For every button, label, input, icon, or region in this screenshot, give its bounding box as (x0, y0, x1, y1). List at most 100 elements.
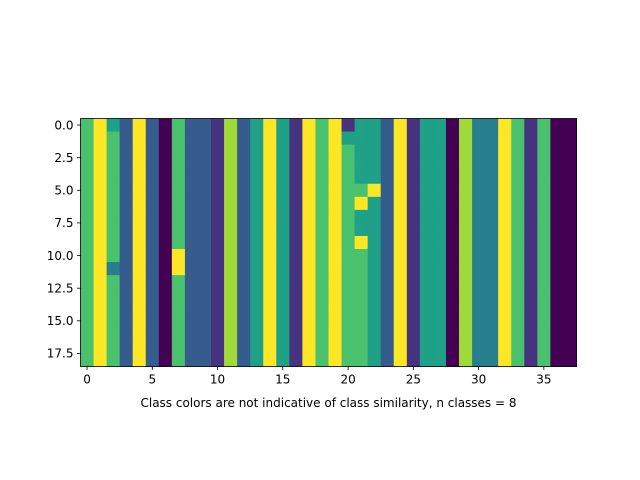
x-tick-label: 20 (340, 373, 355, 387)
heatmap-cell (302, 170, 316, 185)
heatmap-cell (459, 353, 473, 367)
heatmap-cell (472, 157, 486, 172)
heatmap-cell (184, 288, 199, 302)
heatmap-cell (354, 314, 369, 328)
heatmap-cell (341, 118, 356, 132)
heatmap-cell (119, 196, 134, 211)
heatmap-cell (537, 157, 551, 172)
heatmap-cell (354, 340, 369, 354)
heatmap-cell (485, 301, 499, 315)
heatmap-cell (276, 170, 290, 185)
heatmap-cell (524, 222, 538, 237)
heatmap-cell (380, 118, 395, 132)
heatmap-cell (119, 327, 134, 341)
heatmap-cell (367, 262, 382, 276)
heatmap-cell (524, 275, 538, 289)
heatmap-cell (132, 262, 147, 276)
heatmap-cell (328, 301, 342, 315)
heatmap-cell (432, 340, 447, 354)
heatmap-cell (550, 118, 564, 132)
heatmap-cell (184, 157, 199, 172)
heatmap-cell (184, 144, 199, 159)
heatmap-cell (263, 170, 277, 185)
heatmap-cell (158, 170, 173, 185)
heatmap-cell (524, 340, 538, 354)
y-tick-label: 5.0 (54, 184, 73, 198)
heatmap-cell (341, 314, 356, 328)
heatmap-cell (211, 353, 225, 367)
heatmap-cell (145, 196, 160, 211)
heatmap-cell (184, 118, 199, 132)
heatmap-cell (145, 144, 160, 159)
heatmap-cell (263, 118, 277, 132)
heatmap-cell (145, 183, 160, 198)
heatmap-cell (263, 262, 277, 276)
heatmap-cell (224, 209, 238, 224)
heatmap-cell (498, 301, 512, 315)
heatmap-cell (302, 183, 316, 198)
heatmap-cell (237, 170, 251, 185)
heatmap-cell (132, 235, 147, 250)
heatmap-cell (419, 275, 434, 289)
heatmap-cell (419, 157, 434, 172)
heatmap-cell (328, 262, 342, 276)
heatmap-cell (511, 157, 525, 172)
heatmap-cell (315, 353, 329, 367)
heatmap-cell (93, 170, 108, 185)
heatmap-cell (302, 144, 316, 159)
heatmap-cell (485, 275, 499, 289)
heatmap-cell (485, 288, 499, 302)
heatmap-cell (302, 314, 316, 328)
heatmap-cell (537, 288, 551, 302)
heatmap-cell (145, 275, 160, 289)
heatmap-cell (498, 157, 512, 172)
heatmap-cell (197, 262, 212, 276)
heatmap-cell (119, 209, 134, 224)
heatmap-cell (224, 327, 238, 341)
heatmap-cell (171, 183, 186, 198)
heatmap-cell (302, 235, 316, 250)
heatmap-cell (550, 170, 564, 185)
heatmap-cell (106, 131, 121, 146)
heatmap-cell (485, 249, 499, 263)
heatmap-cell (393, 209, 408, 224)
x-tick-label: 5 (148, 373, 156, 387)
heatmap-cell (119, 183, 134, 198)
heatmap-cell (276, 327, 290, 341)
heatmap-cell (419, 314, 434, 328)
heatmap-cell (537, 118, 551, 132)
heatmap-cell (158, 209, 173, 224)
heatmap-cell (132, 144, 147, 159)
heatmap-cell (367, 235, 382, 250)
heatmap-cell (445, 118, 460, 132)
heatmap-cell (171, 327, 186, 341)
heatmap-cell (419, 209, 434, 224)
heatmap-cell (302, 340, 316, 354)
heatmap-cell (498, 288, 512, 302)
heatmap-cell (250, 262, 264, 276)
heatmap-cell (171, 196, 186, 211)
heatmap-cell (106, 222, 121, 237)
heatmap-cell (263, 301, 277, 315)
y-axis-ticks: 0.0 2.5 5.0 7.5 10.0 12.5 15.0 17.5 (47, 118, 81, 361)
heatmap-cell (197, 118, 212, 132)
heatmap-cells (80, 118, 577, 367)
heatmap-cell (537, 222, 551, 237)
heatmap-cell (485, 222, 499, 237)
heatmap-cell (485, 235, 499, 250)
heatmap-cell (406, 301, 421, 315)
heatmap-cell (550, 301, 564, 315)
heatmap-cell (289, 275, 303, 289)
heatmap-cell (250, 275, 264, 289)
heatmap-cell (119, 235, 134, 250)
heatmap-cell (184, 275, 199, 289)
heatmap-cell (459, 196, 473, 211)
heatmap-cell (276, 314, 290, 328)
heatmap-cell (145, 118, 160, 132)
heatmap-cell (250, 249, 264, 263)
heatmap-cell (197, 183, 212, 198)
heatmap-cell (550, 209, 564, 224)
heatmap-cell (341, 235, 356, 250)
heatmap-cell (237, 262, 251, 276)
heatmap-cell (524, 314, 538, 328)
